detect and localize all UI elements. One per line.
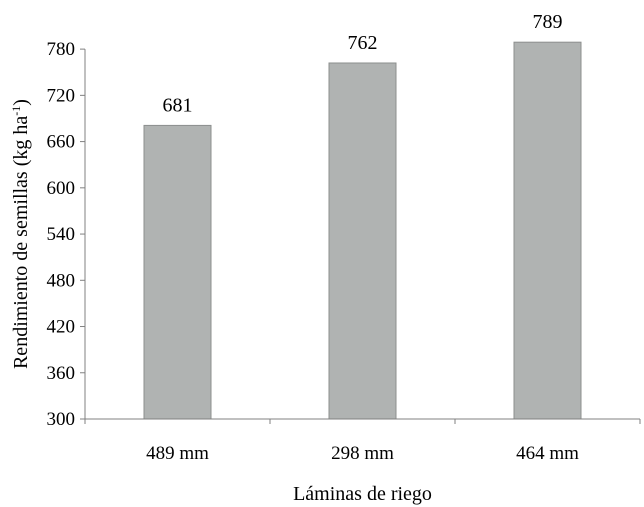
y-axis-title-tail: ) xyxy=(10,99,32,106)
data-label-1: 681 xyxy=(163,94,193,116)
y-tick-label: 540 xyxy=(47,224,76,245)
y-tick-label: 780 xyxy=(47,39,76,60)
bar-2 xyxy=(328,62,397,420)
y-tick-label: 660 xyxy=(47,132,76,153)
x-axis-title: Láminas de riego xyxy=(293,483,432,505)
bars-group xyxy=(143,41,582,420)
y-tick-label: 480 xyxy=(47,270,76,291)
data-labels-group: 681 762 789 xyxy=(163,11,563,116)
category-label-2: 298 mm xyxy=(331,443,394,464)
bar-1 xyxy=(143,124,212,420)
category-label-1: 489 mm xyxy=(146,443,209,464)
x-labels-group: 489 mm 298 mm 464 mm xyxy=(84,419,641,464)
data-label-2: 762 xyxy=(348,32,378,54)
y-axis-title: Rendimiento de semillas (kg ha-1) xyxy=(9,99,32,369)
category-label-3: 464 mm xyxy=(516,443,579,464)
y-axis-title-main: Rendimiento de semillas (kg ha xyxy=(10,116,32,369)
y-ticks-group: 300 360 420 480 540 600 660 720 780 xyxy=(47,39,85,430)
y-tick-label: 360 xyxy=(47,363,76,384)
bar-3 xyxy=(513,41,582,420)
y-tick-label: 600 xyxy=(47,178,76,199)
y-tick-label: 300 xyxy=(47,409,76,430)
y-tick-label: 420 xyxy=(47,317,76,338)
y-axis-title-superscript: -1 xyxy=(9,106,23,116)
data-label-3: 789 xyxy=(533,11,563,33)
y-tick-label: 720 xyxy=(47,85,76,106)
